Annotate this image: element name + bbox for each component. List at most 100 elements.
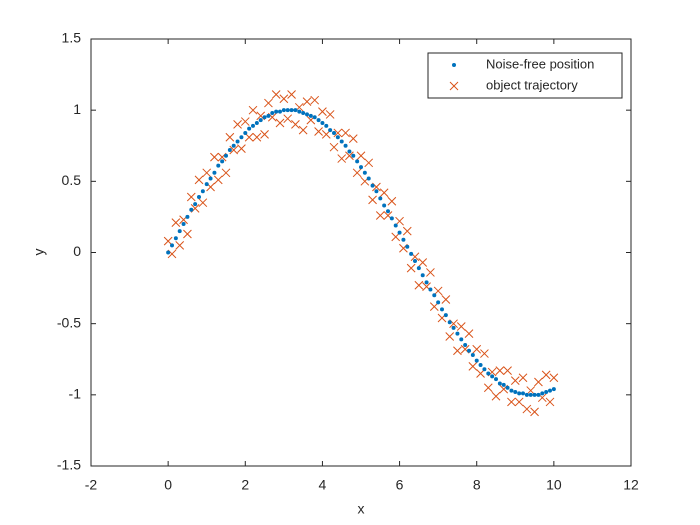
dot-marker xyxy=(370,183,375,188)
x-marker xyxy=(387,196,397,206)
dot-marker xyxy=(378,196,383,201)
x-stroke xyxy=(310,95,320,105)
dot-marker xyxy=(470,352,475,357)
x-stroke xyxy=(252,132,262,142)
x-marker xyxy=(402,226,412,236)
dot-marker xyxy=(436,300,441,305)
x-marker xyxy=(186,192,196,202)
dot-marker xyxy=(544,389,549,394)
x-marker xyxy=(291,120,300,129)
dot-marker xyxy=(320,120,325,125)
x-stroke xyxy=(267,112,277,122)
dot-marker xyxy=(366,176,371,181)
x-marker xyxy=(426,268,435,277)
y-tick-label: -1.5 xyxy=(57,457,81,473)
dot-marker xyxy=(227,148,232,153)
x-marker xyxy=(541,370,551,380)
x-stroke xyxy=(314,127,323,136)
x-marker xyxy=(545,397,555,407)
dot-marker xyxy=(197,194,201,199)
dot-marker xyxy=(494,377,498,382)
dot-marker xyxy=(224,153,228,158)
dot-marker xyxy=(362,170,367,175)
x-marker xyxy=(503,366,512,375)
dot-marker xyxy=(501,382,506,387)
legend-label: object trajectory xyxy=(486,77,578,92)
dot-marker xyxy=(416,266,421,271)
dot-marker xyxy=(551,387,556,392)
dot-marker xyxy=(451,325,456,330)
dot-marker xyxy=(204,182,209,187)
dot-marker xyxy=(239,135,244,140)
x-marker xyxy=(310,95,320,105)
dot-marker xyxy=(359,165,363,170)
dot-marker xyxy=(497,381,502,386)
x-marker xyxy=(514,397,524,407)
dot-marker xyxy=(335,135,340,140)
x-stroke xyxy=(510,376,520,385)
x-stroke xyxy=(271,90,281,99)
x-stroke xyxy=(298,125,308,135)
x-stroke xyxy=(202,168,212,178)
x-marker xyxy=(345,151,354,161)
x-marker xyxy=(329,142,339,152)
x-marker xyxy=(260,130,269,139)
x-stroke xyxy=(248,105,258,115)
x-tick-label: -2 xyxy=(85,477,98,493)
dot-marker xyxy=(316,118,321,123)
x-marker xyxy=(368,195,377,205)
y-tick-label: 1 xyxy=(73,101,81,117)
x-marker xyxy=(183,229,192,239)
dot-marker xyxy=(490,374,495,379)
x-stroke xyxy=(237,144,246,153)
dot-marker xyxy=(505,385,510,390)
x-stroke xyxy=(206,182,215,192)
dot-marker xyxy=(301,111,306,116)
x-marker xyxy=(510,376,520,385)
dot-marker xyxy=(328,128,333,133)
x-stroke xyxy=(418,258,428,267)
x-marker xyxy=(441,295,451,304)
x-stroke xyxy=(402,226,412,236)
dot-marker xyxy=(355,159,360,164)
dot-marker xyxy=(548,388,552,393)
dot-marker xyxy=(521,391,525,396)
x-stroke xyxy=(491,391,501,401)
x-stroke xyxy=(534,377,543,387)
x-marker xyxy=(283,114,293,124)
x-stroke xyxy=(449,319,458,329)
x-marker xyxy=(171,218,181,227)
dot-marker xyxy=(285,108,290,113)
x-marker xyxy=(418,258,428,267)
x-marker xyxy=(175,241,185,250)
dot-marker xyxy=(474,358,479,363)
dot-marker xyxy=(266,113,271,118)
x-marker xyxy=(198,198,208,208)
x-stroke xyxy=(414,280,424,290)
dot-marker xyxy=(509,388,514,393)
x-axis-label: x xyxy=(358,501,365,517)
x-marker xyxy=(375,211,385,220)
x-marker xyxy=(302,97,312,106)
x-stroke xyxy=(333,128,343,138)
x-marker xyxy=(491,391,501,401)
x-marker xyxy=(314,127,323,136)
x-stroke xyxy=(460,344,470,354)
x-stroke xyxy=(275,118,285,128)
x-stroke xyxy=(456,322,466,331)
x-stroke xyxy=(406,263,416,273)
dot-marker xyxy=(193,202,198,207)
x-marker xyxy=(356,151,366,161)
x-stroke xyxy=(468,362,478,371)
x-stroke xyxy=(171,218,181,227)
x-marker xyxy=(549,373,559,383)
x-stroke xyxy=(379,188,389,198)
x-stroke xyxy=(329,142,339,152)
x-stroke xyxy=(545,397,555,407)
dot-marker xyxy=(540,391,545,396)
x-stroke xyxy=(291,120,300,129)
x-marker xyxy=(472,344,482,354)
x-stroke xyxy=(410,252,420,262)
x-stroke xyxy=(518,373,528,383)
dot-marker xyxy=(347,149,352,154)
